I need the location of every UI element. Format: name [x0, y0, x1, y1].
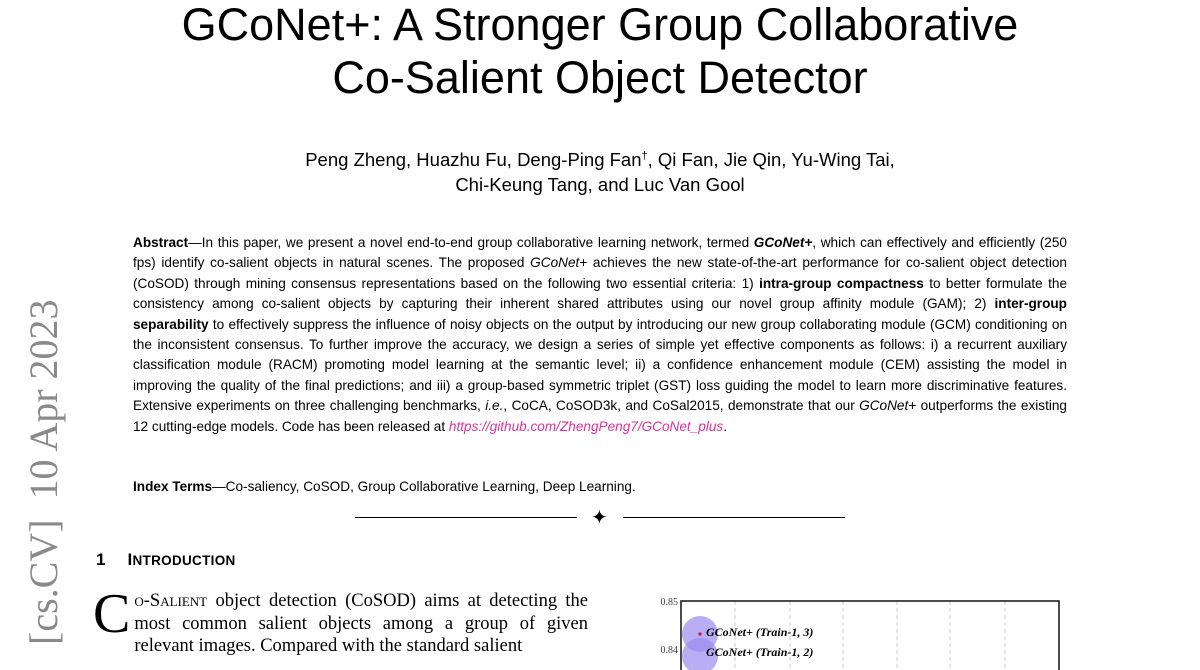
abstract-segment: to effectively suppress the influence of… [133, 316, 1067, 414]
dagger-mark: † [641, 150, 648, 162]
abstract-segment: , which can effectively and efficiently … [133, 235, 1067, 271]
index-terms: Index Terms—Co-saliency, CoSOD, Group Co… [133, 479, 636, 494]
section-heading: 1 INTRODUCTION [96, 550, 236, 570]
y-tick-085: 0.85 [661, 597, 679, 608]
abstract-segment: inter-group separability [133, 296, 1067, 332]
abstract-segment: i.e. [485, 398, 504, 414]
code-link[interactable]: https://github.com/ZhengPeng7/GCoNet_plu… [448, 418, 724, 434]
abstract-segment: to better formulate the consistency amon… [133, 275, 1068, 312]
paper-title: GCoNet+: A Stronger Group Collaborative … [0, 0, 1200, 104]
abstract: Abstract—In this paper, we present a nov… [133, 233, 1067, 437]
index-terms-text: —Co-saliency, CoSOD, Group Collaborative… [212, 479, 636, 494]
plot-frame [680, 600, 1060, 670]
title-line-2: Co-Salient Object Detector [332, 52, 868, 103]
section-title: INTRODUCTION [127, 550, 236, 569]
authors-line-1a: Peng Zheng, Huazhu Fu, Deng-Ping Fan [305, 149, 642, 171]
abstract-segment: , CoCA, CoSOD3k, and CoSal2015, demonstr… [503, 398, 860, 414]
authors-line-1b: , Qi Fan, Jie Qin, Yu-Wing Tai, [647, 149, 895, 171]
abstract-segment: GCoNet+ [859, 398, 917, 414]
y-tick-084: 0.84 [661, 645, 679, 656]
abstract-segment: GCoNet+ [753, 235, 813, 250]
abstract-segment: Abstract [133, 235, 189, 250]
section-number: 1 [96, 550, 106, 569]
separator-diamond-icon: ✦ [591, 507, 608, 529]
authors-line-2: Chi-Keung Tang, and Luc Van Gool [455, 174, 745, 196]
separator-line-right [623, 517, 845, 518]
abstract-segment: GCoNet+ [530, 255, 588, 271]
abstract-segment: . [723, 418, 727, 434]
abstract-segment: outperforms the existing 12 cutting-edge… [133, 398, 1067, 434]
dropcap: C [93, 583, 131, 645]
point-gconet-train-1-3 [698, 632, 702, 636]
intro-smallcaps: o-Salient [134, 591, 208, 611]
figure-bubble-chart: 0.85 0.84 GCoNet+ (Train-1, 3) GCoNet+ (… [661, 597, 1060, 670]
authors: Peng Zheng, Huazhu Fu, Deng-Ping Fan†, Q… [0, 144, 1200, 197]
index-terms-label: Index Terms [133, 479, 213, 494]
abstract-segment: —In this paper, we present a novel end-t… [188, 235, 754, 250]
title-line-1: GCoNet+: A Stronger Group Collaborative [181, 0, 1019, 50]
label-gconet-train-1-2: GCoNet+ (Train-1, 2) [706, 645, 813, 659]
abstract-segment: achieves the new state-of-the-art perfor… [133, 255, 1067, 291]
separator-line-left [355, 517, 577, 518]
label-gconet-train-1-3: GCoNet+ (Train-1, 3) [706, 625, 813, 639]
abstract-segment: intra-group compactness [759, 275, 924, 291]
arxiv-stamp: [cs.CV] 10 Apr 2023 [21, 299, 66, 645]
